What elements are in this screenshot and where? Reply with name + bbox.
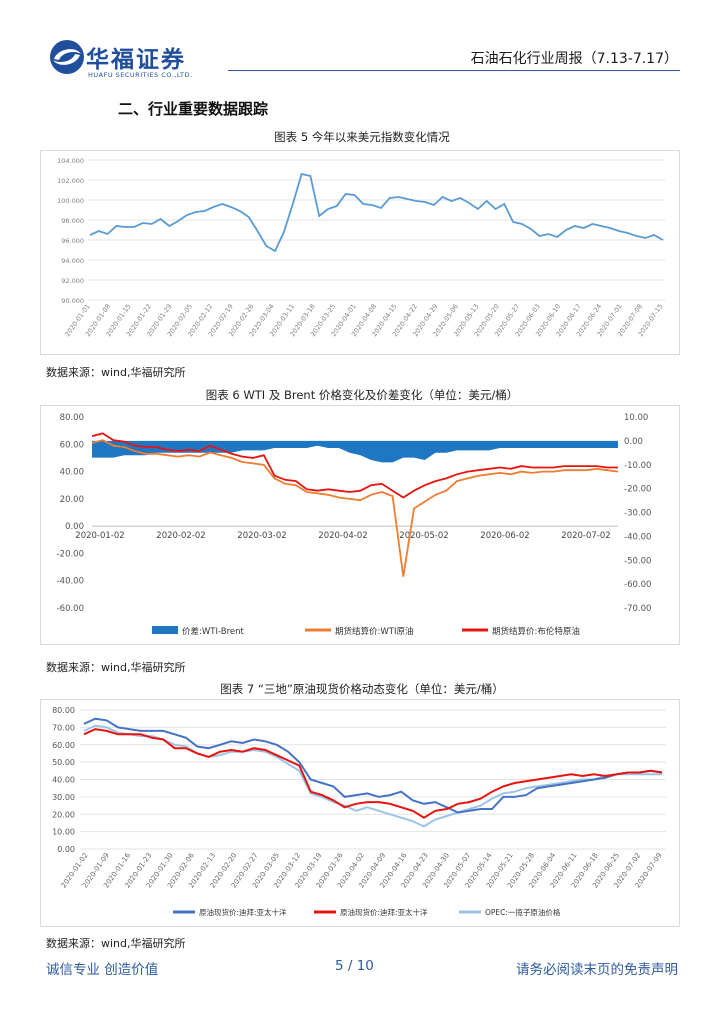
page-number: 5 / 10 <box>335 958 374 974</box>
fig6-series-line-wti <box>91 439 619 577</box>
fig6-y-tick: 40.00 <box>60 468 84 478</box>
fig6-y2-tick: -70.00 <box>624 604 651 614</box>
fig7-title: 图表 7 “三地”原油现货价格动态变化（单位：美元/桶） <box>220 682 504 696</box>
fig6-x-tick: 2020-02-02 <box>156 531 205 541</box>
fig5-y-tick: 94.000 <box>61 257 84 265</box>
fig6-chart: 80.00 60.00 40.00 20.00 0.00 -20.00 -40.00 -60.… <box>40 405 680 645</box>
fig5-y-tick: 96.000 <box>61 237 84 245</box>
fig6-y2-tick: -60.00 <box>624 580 651 590</box>
fig6-y-tick: 60.00 <box>60 440 84 450</box>
fig6-spread-area <box>92 440 618 463</box>
fig5-y-tick: 90.000 <box>61 297 84 305</box>
fig6-y-tick: -60.00 <box>57 604 84 614</box>
fig6-y-tick: 80.00 <box>60 413 84 423</box>
fig6-legend-spread-swatch <box>152 626 178 634</box>
fig5-y-tick: 104.000 <box>57 157 84 165</box>
fig7-y-tick: 80.00 <box>52 706 75 715</box>
footer-disclaimer: 请务必阅读末页的免责声明 <box>516 962 678 978</box>
fig6-y-tick: -40.00 <box>57 577 84 587</box>
fig7-series-line-spot-apac <box>83 728 663 819</box>
fig5-series-line-dxy <box>89 172 664 253</box>
fig6-legend-wti: 期货结算价:WTI原油 <box>335 626 413 637</box>
fig6-y-tick: 0.00 <box>65 522 84 532</box>
fig6-y2-tick: -10.00 <box>624 461 651 471</box>
fig6-series-line-brent <box>91 432 618 499</box>
section-title: 二、行业重要数据跟踪 <box>118 100 269 118</box>
fig5-chart: 90.000 92.000 94.000 96.000 98.000 100.000 102… <box>40 150 680 355</box>
fig7-legend-label: 原油现货价:迪拜:亚太十洋 <box>340 907 428 917</box>
fig6-y-tick: -20.00 <box>57 549 84 559</box>
fig7-y-tick: 60.00 <box>52 741 75 750</box>
fig6-y2-tick: 10.00 <box>624 413 648 423</box>
brand-name-cn: 华福证券 <box>86 47 186 73</box>
fig7-legend-label: 原油现货价:迪拜:亚太十洋 <box>199 907 287 917</box>
fig5-y-tick: 102.000 <box>57 177 84 185</box>
fig6-y2-tick: 0.00 <box>624 437 643 447</box>
fig7-y-tick: 0.00 <box>57 845 75 854</box>
fig6-source: 数据来源：wind,华福研究所 <box>46 661 186 674</box>
fig7-frame <box>40 699 680 927</box>
fig7-series-line-dubai-apac <box>83 717 663 814</box>
fig5-frame <box>40 150 680 355</box>
brand-name-en: HUAFU SECURITIES CO.,LTD. <box>88 71 193 79</box>
fig7-y-tick: 40.00 <box>52 776 75 785</box>
fig6-y-tick: 20.00 <box>60 495 84 505</box>
fig7-y-tick: 20.00 <box>52 810 75 819</box>
fig7-series-line-opec <box>83 724 662 828</box>
fig7-y-tick: 10.00 <box>52 828 75 837</box>
fig7-y-tick: 50.00 <box>52 758 75 767</box>
fig7-y-tick: 30.00 <box>52 793 75 802</box>
fig6-x-tick: 2020-06-02 <box>480 531 529 541</box>
fig6-y2-tick: -50.00 <box>624 556 651 566</box>
fig6-x-tick: 2020-05-02 <box>399 531 448 541</box>
fig7-source: 数据来源：wind,华福研究所 <box>46 937 186 950</box>
fig6-x-tick: 2020-01-02 <box>75 531 124 541</box>
fig5-y-tick: 100.000 <box>57 197 84 205</box>
fig7-y-tick: 70.00 <box>52 723 75 732</box>
fig6-y2-tick: -20.00 <box>624 485 651 495</box>
fig6-x-tick: 2020-04-02 <box>318 531 367 541</box>
fig6-y2-tick: -40.00 <box>624 532 651 542</box>
fig6-legend-brent: 期货结算价:布伦特原油 <box>492 626 580 637</box>
fig5-title: 图表 5 今年以来美元指数变化情况 <box>274 130 450 144</box>
fig7-chart: 0.00 10.00 20.00 30.00 40.00 50.00 60.00 70.00 8… <box>40 699 680 927</box>
fig5-source: 数据来源：wind,华福研究所 <box>46 366 186 379</box>
huafu-logo-icon <box>50 40 84 74</box>
fig6-y2-tick: -30.00 <box>624 509 651 519</box>
fig6-legend-spread: 价差:WTI-Brent <box>182 626 244 637</box>
fig5-y-tick: 98.000 <box>61 217 84 225</box>
fig6-x-tick: 2020-07-02 <box>561 531 610 541</box>
fig5-y-tick: 92.000 <box>61 277 84 285</box>
footer-slogan: 诚信专业 创造价值 <box>46 962 159 978</box>
header-divider <box>228 70 680 71</box>
fig6-title: 图表 6 WTI 及 Brent 价格变化及价差变化（单位：美元/桶） <box>205 388 519 402</box>
fig7-legend-label: OPEC:一揽子原油价格 <box>485 907 561 917</box>
report-title: 石油石化行业周报（7.13-7.17） <box>470 51 678 67</box>
fig6-x-tick: 2020-03-02 <box>237 531 286 541</box>
